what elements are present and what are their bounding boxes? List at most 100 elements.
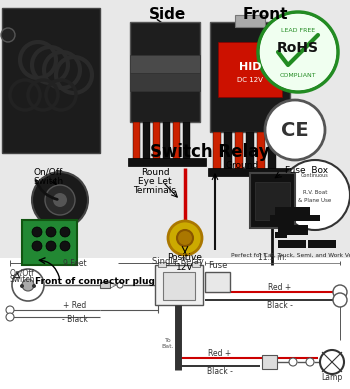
Circle shape bbox=[12, 269, 44, 301]
Text: Terminals: Terminals bbox=[133, 186, 176, 194]
Text: 11.5 in.: 11.5 in. bbox=[258, 254, 286, 263]
Text: On/Off: On/Off bbox=[33, 168, 63, 177]
Bar bbox=[173, 122, 180, 160]
Text: Lamp: Lamp bbox=[321, 373, 343, 382]
Bar bbox=[22, 220, 77, 265]
Bar bbox=[308, 240, 336, 248]
Circle shape bbox=[60, 241, 70, 251]
Circle shape bbox=[32, 227, 42, 237]
Text: Single Relay: Single Relay bbox=[152, 256, 204, 266]
Bar bbox=[224, 132, 232, 170]
Circle shape bbox=[333, 293, 347, 307]
Text: Fuse: Fuse bbox=[208, 261, 228, 270]
Bar bbox=[257, 132, 265, 170]
Text: Red +: Red + bbox=[268, 282, 292, 291]
Bar bbox=[130, 22, 200, 122]
Bar bbox=[133, 122, 140, 160]
Bar bbox=[278, 240, 306, 248]
Bar bbox=[250, 173, 295, 228]
Text: Front: Front bbox=[242, 7, 288, 21]
Bar bbox=[183, 122, 190, 160]
Bar bbox=[153, 122, 160, 160]
Text: Ground: Ground bbox=[225, 161, 258, 170]
Text: Red +: Red + bbox=[208, 349, 232, 357]
Circle shape bbox=[260, 14, 336, 90]
Text: LEAD FREE: LEAD FREE bbox=[281, 28, 315, 33]
Bar bbox=[235, 132, 243, 170]
Text: Perfect for Car, Truck, Semi, and Work Vehicle Use: Perfect for Car, Truck, Semi, and Work V… bbox=[231, 252, 350, 258]
Text: Side: Side bbox=[149, 7, 187, 21]
Circle shape bbox=[258, 12, 338, 92]
Circle shape bbox=[32, 284, 36, 288]
Circle shape bbox=[6, 306, 14, 314]
Circle shape bbox=[320, 350, 344, 374]
Bar bbox=[208, 168, 296, 176]
Bar bbox=[143, 122, 150, 160]
Text: Round: Round bbox=[141, 168, 169, 177]
Text: Positive: Positive bbox=[168, 254, 203, 263]
Text: Switch: Switch bbox=[33, 177, 63, 186]
Bar bbox=[255, 182, 290, 220]
Text: Fuse  Box: Fuse Box bbox=[285, 165, 328, 175]
Bar bbox=[163, 122, 170, 160]
Bar bbox=[218, 42, 282, 97]
Bar bbox=[210, 22, 290, 132]
Bar bbox=[205, 272, 230, 292]
Text: RoHS: RoHS bbox=[277, 41, 319, 55]
Bar bbox=[246, 132, 254, 170]
Bar bbox=[275, 207, 310, 219]
Bar bbox=[192, 262, 200, 267]
Text: Eye Let: Eye Let bbox=[138, 177, 172, 186]
Circle shape bbox=[280, 160, 350, 230]
Circle shape bbox=[333, 285, 347, 299]
Bar bbox=[130, 73, 200, 91]
Circle shape bbox=[20, 284, 24, 288]
Text: 9 Feet: 9 Feet bbox=[63, 259, 87, 268]
Text: HID: HID bbox=[239, 62, 261, 72]
Bar bbox=[158, 262, 166, 267]
Text: Continuous: Continuous bbox=[301, 172, 329, 177]
Text: Switch Relay: Switch Relay bbox=[150, 143, 270, 161]
Bar bbox=[100, 282, 110, 288]
Circle shape bbox=[168, 221, 202, 255]
Bar bbox=[268, 132, 276, 170]
Circle shape bbox=[32, 241, 42, 251]
Bar bbox=[235, 15, 265, 27]
Bar bbox=[155, 265, 203, 305]
Circle shape bbox=[53, 193, 67, 207]
Bar bbox=[270, 215, 320, 221]
Circle shape bbox=[117, 282, 123, 288]
Text: To: To bbox=[164, 338, 172, 342]
Text: Black -: Black - bbox=[267, 300, 293, 310]
Text: Bat.: Bat. bbox=[162, 345, 174, 349]
Text: 12V: 12V bbox=[176, 263, 194, 272]
Bar bbox=[275, 232, 287, 238]
Text: Switch: Switch bbox=[10, 275, 35, 284]
Text: R.V. Boat: R.V. Boat bbox=[303, 189, 327, 194]
Circle shape bbox=[6, 313, 14, 321]
Bar bbox=[2, 8, 100, 153]
Circle shape bbox=[177, 230, 193, 246]
Text: CE: CE bbox=[281, 121, 309, 140]
Circle shape bbox=[32, 172, 88, 228]
Bar bbox=[130, 55, 200, 73]
Bar bbox=[278, 225, 308, 235]
Circle shape bbox=[45, 185, 75, 215]
Bar bbox=[128, 158, 206, 166]
Text: Black -: Black - bbox=[207, 366, 233, 375]
Circle shape bbox=[60, 227, 70, 237]
Text: + Red: + Red bbox=[63, 300, 87, 310]
Text: Front of connector plug: Front of connector plug bbox=[35, 277, 155, 287]
Circle shape bbox=[289, 358, 297, 366]
Text: & Plane Use: & Plane Use bbox=[298, 198, 332, 203]
Bar bbox=[0, 258, 350, 389]
Text: On/Off: On/Off bbox=[10, 268, 35, 277]
Text: COMPLIANT: COMPLIANT bbox=[280, 72, 316, 77]
Circle shape bbox=[306, 358, 314, 366]
Circle shape bbox=[46, 227, 56, 237]
Bar bbox=[163, 272, 195, 300]
Bar bbox=[262, 355, 277, 369]
Circle shape bbox=[22, 279, 34, 291]
Text: - Black: - Black bbox=[62, 315, 88, 324]
Circle shape bbox=[265, 100, 325, 160]
